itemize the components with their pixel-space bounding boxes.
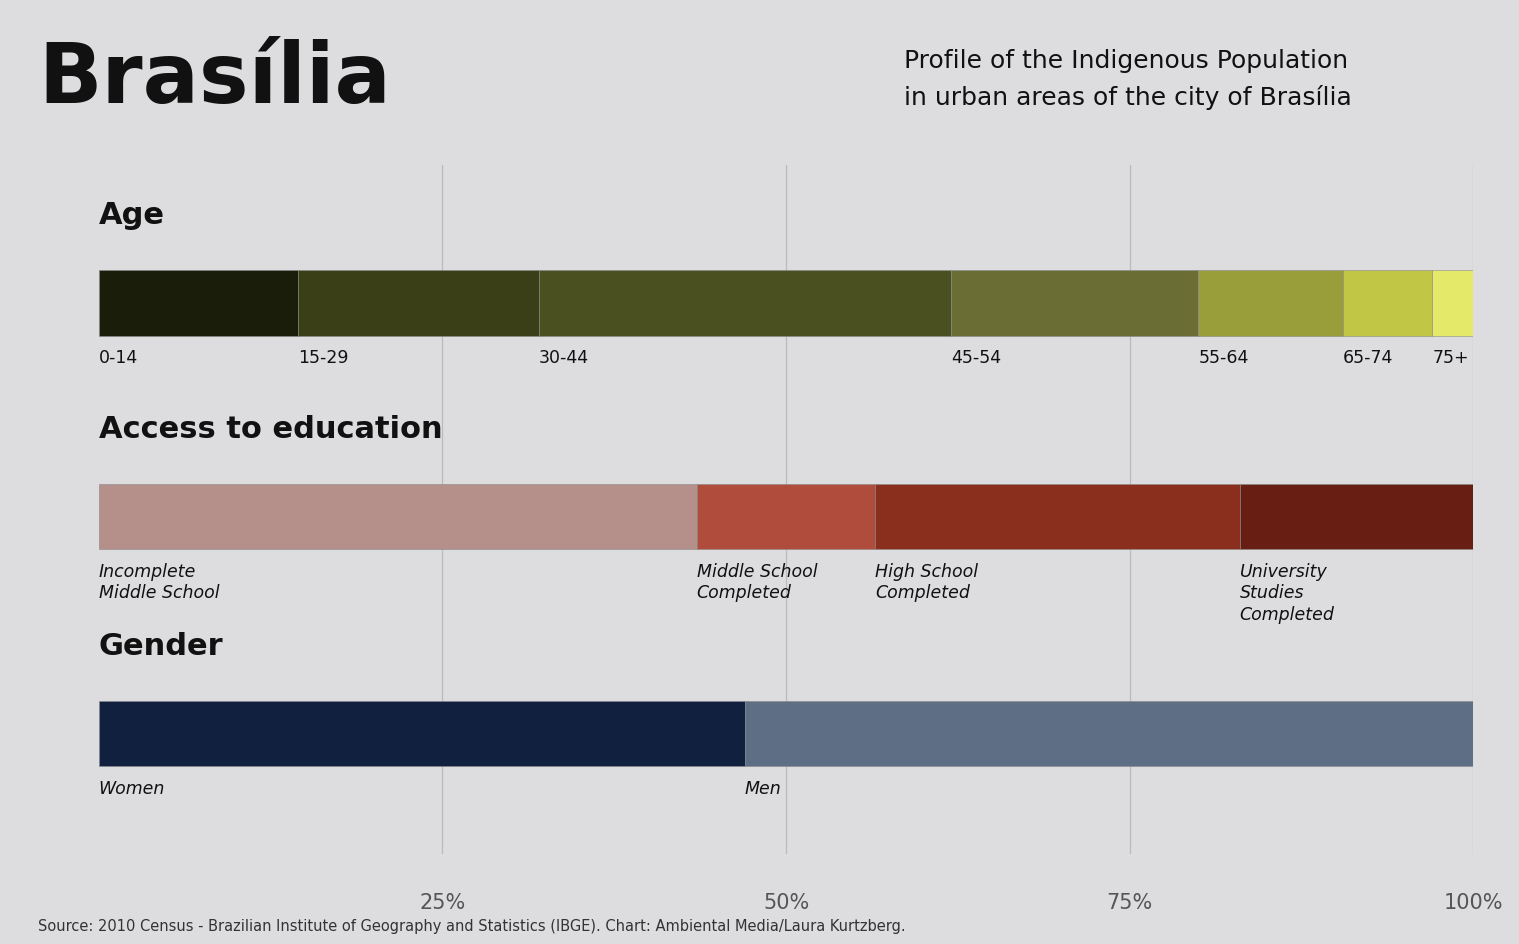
Bar [99,271,298,336]
Text: Men: Men [744,779,782,797]
Bar [1432,271,1473,336]
Text: Women: Women [99,779,166,797]
Bar [875,484,1240,549]
Bar [1198,271,1343,336]
Text: 30-44: 30-44 [539,349,589,367]
Text: 0-14: 0-14 [99,349,138,367]
Text: Age: Age [99,201,164,229]
Text: 65-74: 65-74 [1343,349,1393,367]
Bar [951,271,1198,336]
Bar [539,271,951,336]
Text: Source: 2010 Census - Brazilian Institute of Geography and Statistics (IBGE). Ch: Source: 2010 Census - Brazilian Institut… [38,918,905,933]
Text: High School
Completed: High School Completed [875,563,978,601]
Bar [744,701,1473,767]
Bar [697,484,875,549]
Bar [1240,484,1473,549]
Text: 55-64: 55-64 [1198,349,1249,367]
Bar [298,271,539,336]
Text: Brasília: Brasília [38,39,390,120]
Text: 75%: 75% [1107,892,1153,912]
Text: Incomplete
Middle School: Incomplete Middle School [99,563,219,601]
Text: Gender: Gender [99,631,223,660]
Text: Middle School
Completed: Middle School Completed [697,563,817,601]
Text: 50%: 50% [763,892,810,912]
Text: 15-29: 15-29 [298,349,348,367]
Text: 100%: 100% [1443,892,1504,912]
Text: Profile of the Indigenous Population
in urban areas of the city of Brasília: Profile of the Indigenous Population in … [904,49,1352,110]
Text: 75+: 75+ [1432,349,1469,367]
Bar [99,484,697,549]
Bar [1343,271,1432,336]
Text: University
Studies
Completed: University Studies Completed [1240,563,1335,623]
Text: 45-54: 45-54 [951,349,1001,367]
Bar [99,701,744,767]
Text: 25%: 25% [419,892,465,912]
Text: Access to education: Access to education [99,414,442,443]
